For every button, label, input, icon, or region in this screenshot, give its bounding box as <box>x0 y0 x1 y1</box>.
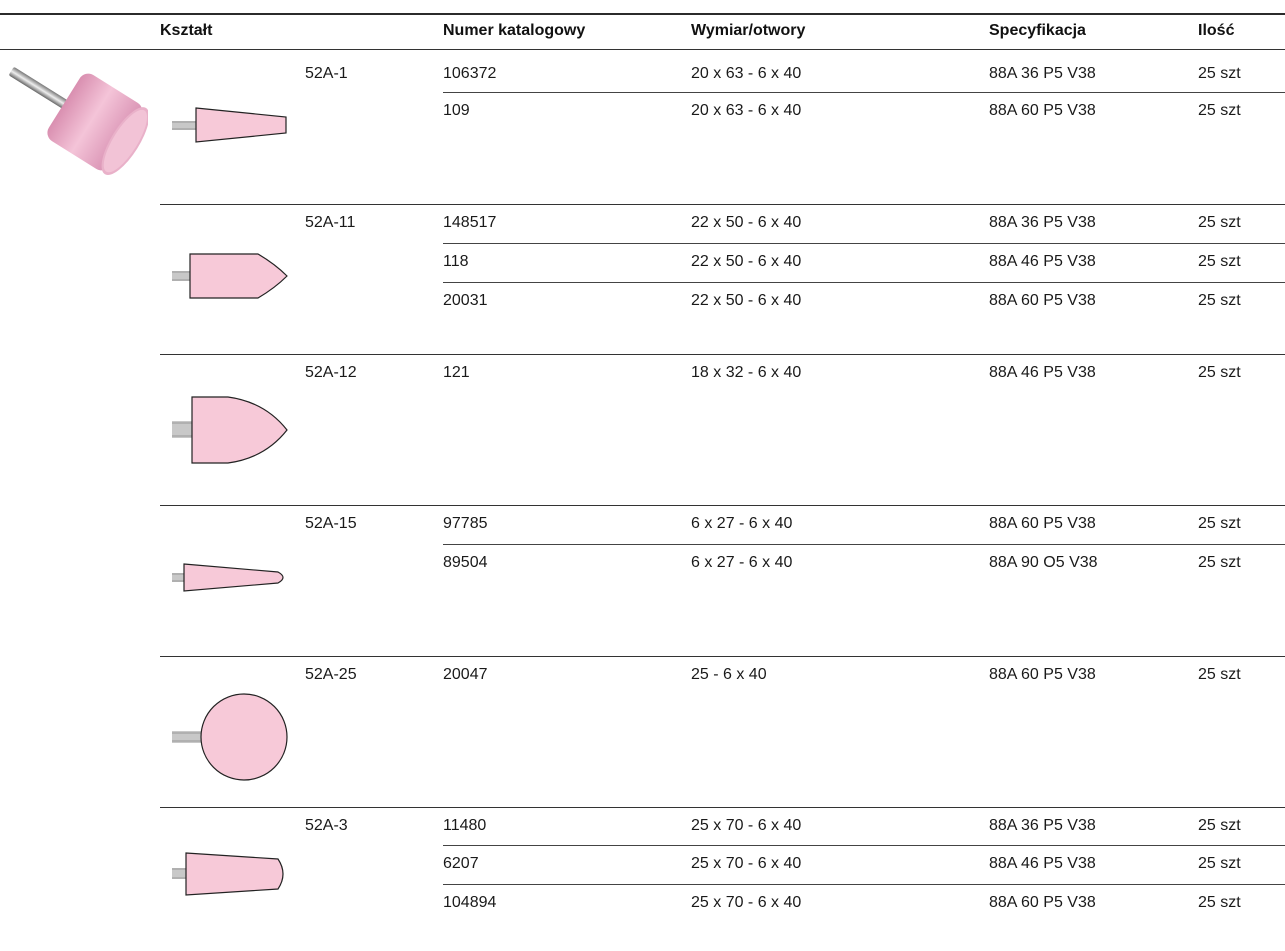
ball-shape-icon <box>172 693 288 781</box>
product-code: 52A-11 <box>305 214 356 231</box>
table-row: 11480 25 x 70 - 6 x 40 88A 36 P5 V38 25 … <box>443 807 1285 847</box>
table-row: 148517 22 x 50 - 6 x 40 88A 36 P5 V38 25… <box>443 204 1285 244</box>
catalog-number: 118 <box>443 253 469 270</box>
header-quantity: Ilość <box>1198 22 1235 39</box>
rounded-bullet-shape-icon <box>172 396 288 464</box>
quantity: 25 szt <box>1198 65 1241 82</box>
specification: 88A 60 P5 V38 <box>989 102 1096 119</box>
cone-shape-icon <box>172 107 287 143</box>
catalog-number: 148517 <box>443 214 497 231</box>
group-divider <box>160 807 1285 808</box>
row-divider <box>443 92 1285 93</box>
quantity: 25 szt <box>1198 253 1241 270</box>
dimension: 25 x 70 - 6 x 40 <box>691 855 802 872</box>
row-divider <box>443 845 1285 846</box>
catalog-number: 89504 <box>443 554 488 571</box>
catalog-number: 97785 <box>443 515 488 532</box>
dimension: 25 - 6 x 40 <box>691 666 767 683</box>
product-group: 52A-15 97785 6 x 27 - 6 x 40 88A 60 P5 V… <box>160 505 1285 655</box>
product-code: 52A-15 <box>305 515 357 532</box>
group-divider <box>160 505 1285 506</box>
catalog-number: 20031 <box>443 292 488 309</box>
catalog-number: 20047 <box>443 666 488 683</box>
quantity: 25 szt <box>1198 817 1241 834</box>
catalog-number: 6207 <box>443 855 479 872</box>
table-row: 109 20 x 63 - 6 x 40 88A 60 P5 V38 25 sz… <box>443 92 1285 132</box>
product-code: 52A-12 <box>305 364 357 381</box>
product-code: 52A-1 <box>305 65 348 82</box>
product-code: 52A-25 <box>305 666 357 683</box>
product-code: 52A-3 <box>305 817 348 834</box>
quantity: 25 szt <box>1198 292 1241 309</box>
row-divider <box>443 282 1285 283</box>
catalog-number: 104894 <box>443 894 497 911</box>
slim-tapered-shape-icon <box>172 563 284 592</box>
row-divider <box>443 544 1285 545</box>
dimension: 25 x 70 - 6 x 40 <box>691 894 802 911</box>
top-rule <box>0 13 1285 15</box>
quantity: 25 szt <box>1198 515 1241 532</box>
specification: 88A 36 P5 V38 <box>989 817 1096 834</box>
table-row: 121 18 x 32 - 6 x 40 88A 46 P5 V38 25 sz… <box>443 354 1285 394</box>
table-row: 104894 25 x 70 - 6 x 40 88A 60 P5 V38 25… <box>443 884 1285 924</box>
header-specification: Specyfikacja <box>989 22 1086 39</box>
catalog-number: 109 <box>443 102 470 119</box>
catalog-number: 121 <box>443 364 470 381</box>
table-row: 97785 6 x 27 - 6 x 40 88A 60 P5 V38 25 s… <box>443 505 1285 545</box>
table-row: 20047 25 - 6 x 40 88A 60 P5 V38 25 szt <box>443 656 1285 696</box>
quantity: 25 szt <box>1198 666 1241 683</box>
specification: 88A 60 P5 V38 <box>989 894 1096 911</box>
dimension: 25 x 70 - 6 x 40 <box>691 817 802 834</box>
tapered-round-end-shape-icon <box>172 852 284 896</box>
group-divider <box>160 656 1285 657</box>
dimension: 22 x 50 - 6 x 40 <box>691 292 802 309</box>
dimension: 6 x 27 - 6 x 40 <box>691 554 793 571</box>
row-divider <box>443 243 1285 244</box>
table-row: 6207 25 x 70 - 6 x 40 88A 46 P5 V38 25 s… <box>443 845 1285 885</box>
dimension: 20 x 63 - 6 x 40 <box>691 65 802 82</box>
header-catalog-number: Numer katalogowy <box>443 22 586 39</box>
specification: 88A 60 P5 V38 <box>989 515 1096 532</box>
catalog-number: 106372 <box>443 65 497 82</box>
product-group: 52A-25 20047 25 - 6 x 40 88A 60 P5 V38 2… <box>160 656 1285 806</box>
grinding-stone-photo <box>9 67 148 175</box>
table-row: 106372 20 x 63 - 6 x 40 88A 36 P5 V38 25… <box>443 55 1285 95</box>
quantity: 25 szt <box>1198 894 1241 911</box>
product-group: 52A-11 148517 22 x 50 - 6 x 40 88A 36 P5… <box>160 204 1285 354</box>
group-divider <box>160 204 1285 205</box>
dimension: 20 x 63 - 6 x 40 <box>691 102 802 119</box>
specification: 88A 36 P5 V38 <box>989 214 1096 231</box>
product-group: 52A-1 106372 20 x 63 - 6 x 40 88A 36 P5 … <box>160 55 1285 203</box>
dimension: 22 x 50 - 6 x 40 <box>691 253 802 270</box>
catalog-number: 11480 <box>443 817 487 834</box>
specification: 88A 60 P5 V38 <box>989 292 1096 309</box>
header-dimension: Wymiar/otwory <box>691 22 806 39</box>
table-row: 89504 6 x 27 - 6 x 40 88A 90 O5 V38 25 s… <box>443 544 1285 584</box>
pointed-bullet-shape-icon <box>172 253 288 299</box>
quantity: 25 szt <box>1198 364 1241 381</box>
quantity: 25 szt <box>1198 554 1241 571</box>
group-divider <box>160 354 1285 355</box>
header-rule <box>0 49 1285 50</box>
quantity: 25 szt <box>1198 855 1241 872</box>
quantity: 25 szt <box>1198 214 1241 231</box>
specification: 88A 36 P5 V38 <box>989 65 1096 82</box>
specification: 88A 60 P5 V38 <box>989 666 1096 683</box>
table-row: 20031 22 x 50 - 6 x 40 88A 60 P5 V38 25 … <box>443 282 1285 322</box>
table-row: 118 22 x 50 - 6 x 40 88A 46 P5 V38 25 sz… <box>443 243 1285 283</box>
specification: 88A 46 P5 V38 <box>989 364 1096 381</box>
dimension: 18 x 32 - 6 x 40 <box>691 364 802 381</box>
specification: 88A 46 P5 V38 <box>989 855 1096 872</box>
product-group: 52A-12 121 18 x 32 - 6 x 40 88A 46 P5 V3… <box>160 354 1285 504</box>
header-shape: Kształt <box>160 22 213 39</box>
product-group: 52A-3 11480 25 x 70 - 6 x 40 88A 36 P5 V… <box>160 807 1285 947</box>
dimension: 6 x 27 - 6 x 40 <box>691 515 793 532</box>
specification: 88A 46 P5 V38 <box>989 253 1096 270</box>
specification: 88A 90 O5 V38 <box>989 554 1098 571</box>
row-divider <box>443 884 1285 885</box>
quantity: 25 szt <box>1198 102 1241 119</box>
dimension: 22 x 50 - 6 x 40 <box>691 214 802 231</box>
